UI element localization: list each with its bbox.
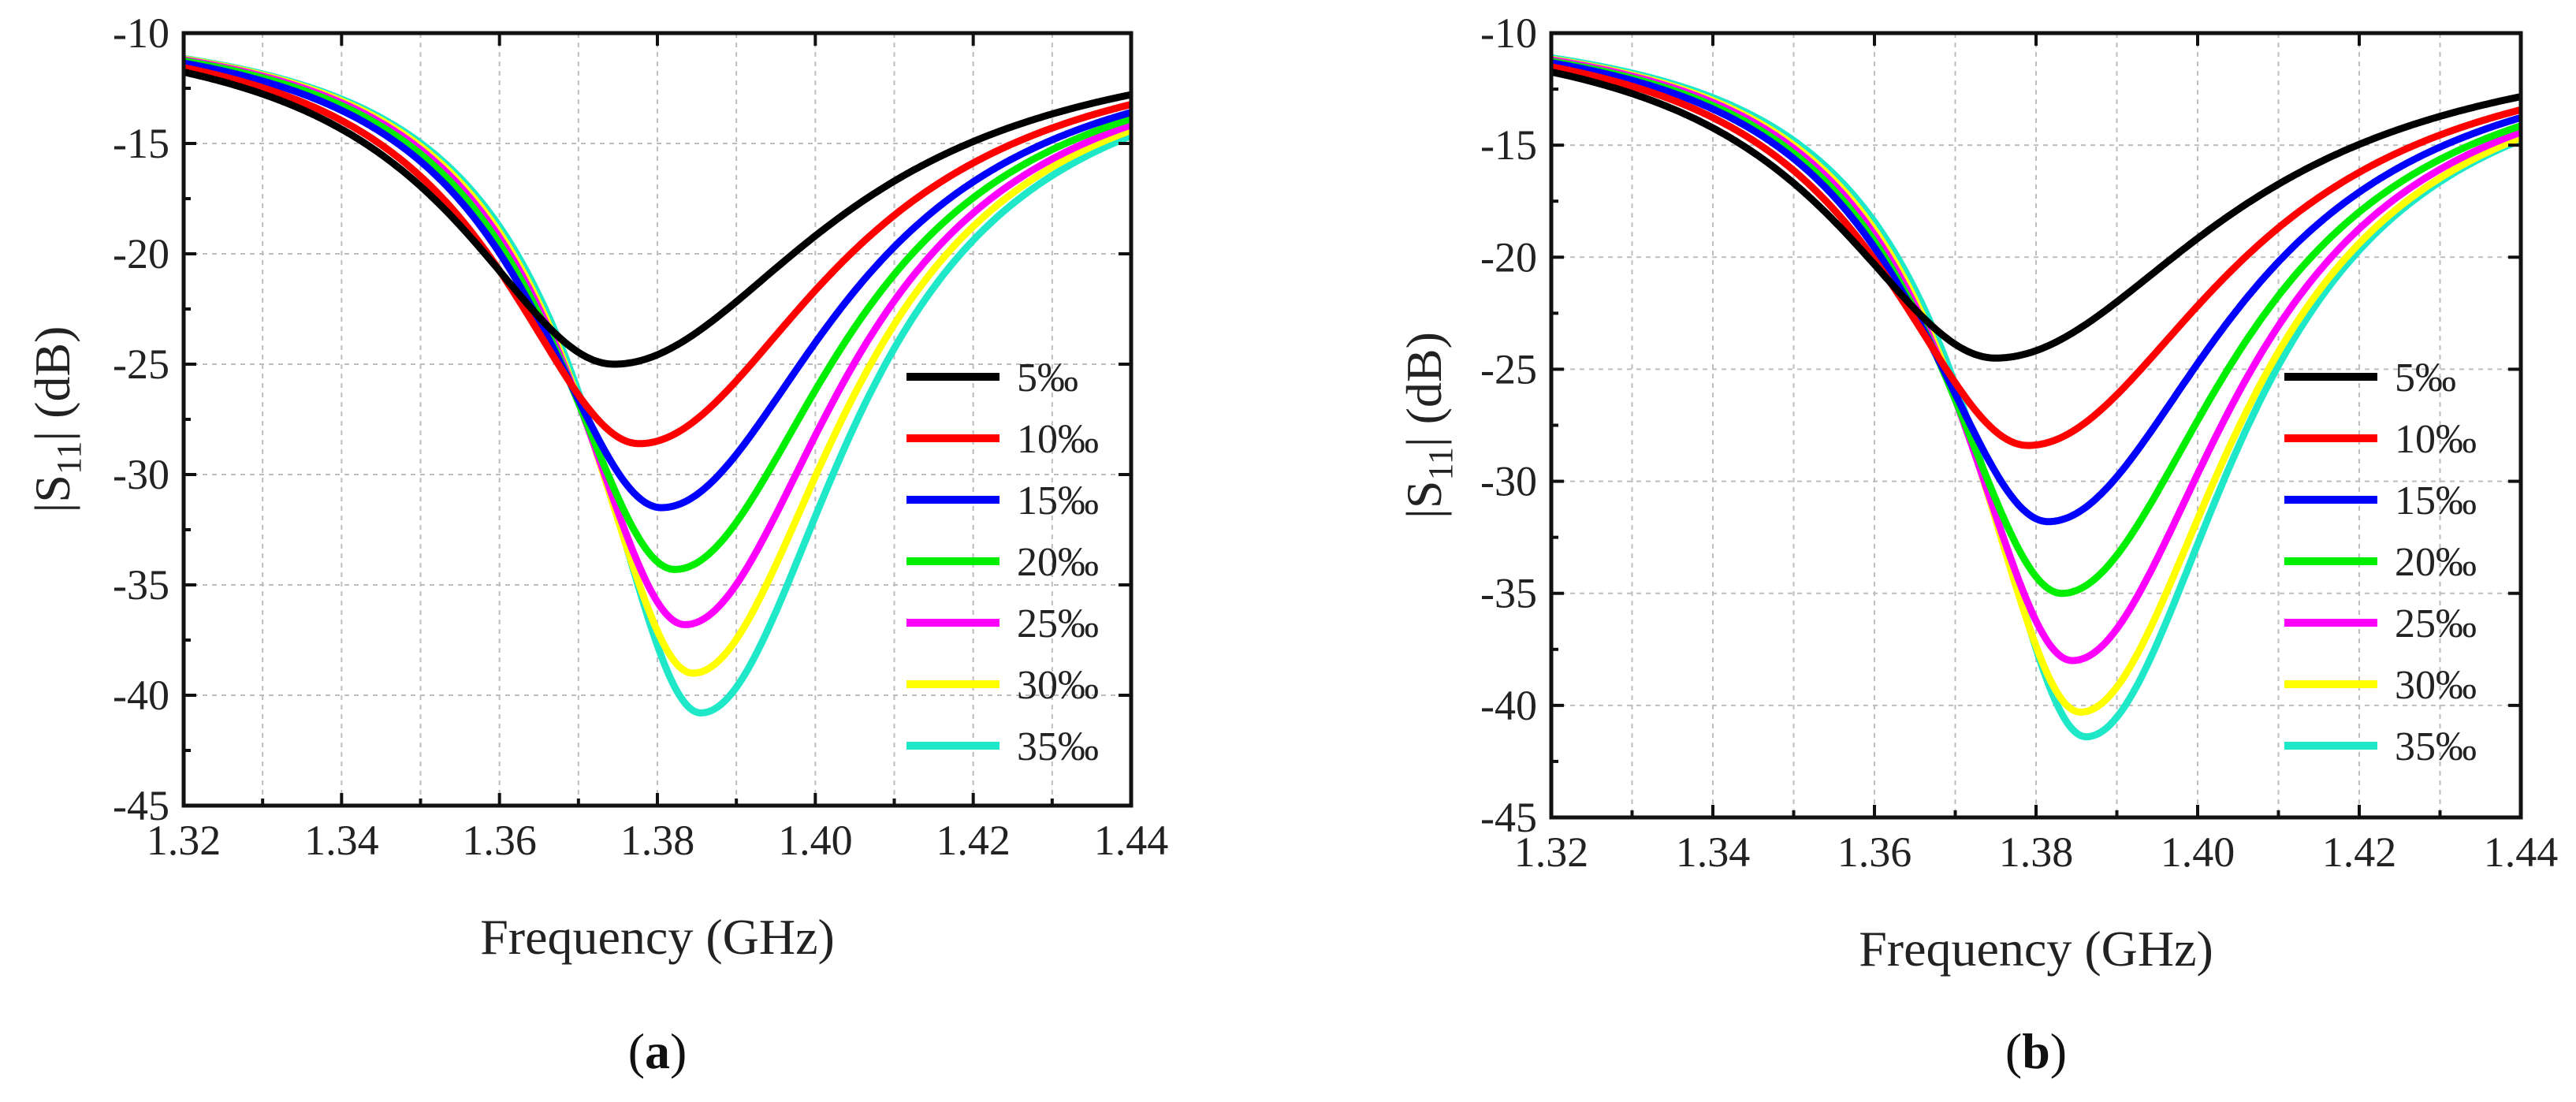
series-line-25‰ bbox=[184, 56, 1131, 628]
y-tick-label: -30 bbox=[1480, 458, 1537, 505]
series-line-5‰ bbox=[184, 69, 1131, 368]
x-axis-title: Frequency (GHz) bbox=[480, 909, 835, 965]
x-tick-label: 1.32 bbox=[1514, 828, 1589, 876]
series-line-15‰ bbox=[184, 59, 1131, 512]
y-tick-label: -15 bbox=[113, 120, 169, 167]
legend-label: 30‰ bbox=[1017, 663, 1099, 708]
series-line-15‰ bbox=[1551, 59, 2521, 526]
x-tick-label: 1.36 bbox=[462, 817, 537, 864]
legend-label: 5‰ bbox=[1017, 356, 1078, 400]
legend-label: 25‰ bbox=[2395, 601, 2477, 646]
legend-label: 5‰ bbox=[2395, 356, 2456, 400]
x-tick-label: 1.40 bbox=[2161, 828, 2235, 876]
y-tick-label: -35 bbox=[113, 561, 169, 609]
x-tick-label: 1.36 bbox=[1837, 828, 1912, 876]
y-tick-label: -20 bbox=[1480, 233, 1537, 281]
panel-label: (a) bbox=[628, 1023, 687, 1079]
legend-label: 35‰ bbox=[1017, 724, 1099, 769]
x-axis-title: Frequency (GHz) bbox=[1859, 921, 2213, 977]
x-tick-label: 1.32 bbox=[147, 817, 221, 864]
legend-label: 10‰ bbox=[2395, 417, 2477, 462]
y-tick-label: -10 bbox=[1480, 9, 1537, 57]
y-tick-label: -15 bbox=[1480, 121, 1537, 169]
legend-label: 35‰ bbox=[2395, 724, 2477, 769]
series-group bbox=[184, 54, 1131, 717]
y-tick-label: -45 bbox=[113, 782, 169, 829]
series-line-10‰ bbox=[1551, 63, 2521, 449]
series-line-20‰ bbox=[184, 57, 1131, 573]
y-tick-label: -10 bbox=[113, 9, 169, 57]
y-tick-label: -40 bbox=[1480, 682, 1537, 729]
legend-label: 20‰ bbox=[1017, 540, 1099, 585]
x-tick-label: 1.40 bbox=[778, 817, 853, 864]
legend-label: 20‰ bbox=[2395, 540, 2477, 585]
legend-label: 25‰ bbox=[1017, 601, 1099, 646]
y-tick-label: -30 bbox=[113, 451, 169, 498]
y-axis-title: |S11| (dB) bbox=[24, 326, 88, 513]
x-tick-label: 1.34 bbox=[1676, 828, 1751, 876]
panel-label: (b) bbox=[2005, 1023, 2067, 1079]
x-tick-label: 1.38 bbox=[620, 817, 695, 864]
y-tick-label: -35 bbox=[1480, 570, 1537, 617]
legend-label: 10‰ bbox=[1017, 417, 1099, 462]
legend-label: 15‰ bbox=[1017, 478, 1099, 523]
x-tick-label: 1.44 bbox=[2484, 828, 2559, 876]
y-tick-label: -20 bbox=[113, 230, 169, 277]
chart-panel-a: 1.32 1.34 1.36 1.38 1.40 1.42 1.44 -10 -15 -20 -25… bbox=[24, 9, 1168, 1079]
legend-label: 30‰ bbox=[2395, 663, 2477, 708]
y-tick-label: -25 bbox=[1480, 345, 1537, 393]
series-line-10‰ bbox=[184, 64, 1131, 448]
y-axis-title: |S11| (dB) bbox=[1396, 332, 1460, 519]
x-tick-label: 1.44 bbox=[1094, 817, 1169, 864]
x-tick-label: 1.42 bbox=[936, 817, 1011, 864]
y-tick-label: -25 bbox=[113, 341, 169, 388]
series-group bbox=[1551, 54, 2521, 741]
y-tick-label: -45 bbox=[1480, 794, 1537, 841]
legend-label: 15‰ bbox=[2395, 478, 2477, 523]
x-tick-label: 1.38 bbox=[1999, 828, 2074, 876]
y-tick-label: -40 bbox=[113, 672, 169, 719]
x-tick-label: 1.42 bbox=[2322, 828, 2397, 876]
x-tick-label: 1.34 bbox=[304, 817, 379, 864]
chart-panel-b: 1.32 1.34 1.36 1.38 1.40 1.42 1.44 -10 -15 -20 -25… bbox=[1396, 9, 2558, 1079]
series-line-5‰ bbox=[1551, 68, 2521, 362]
